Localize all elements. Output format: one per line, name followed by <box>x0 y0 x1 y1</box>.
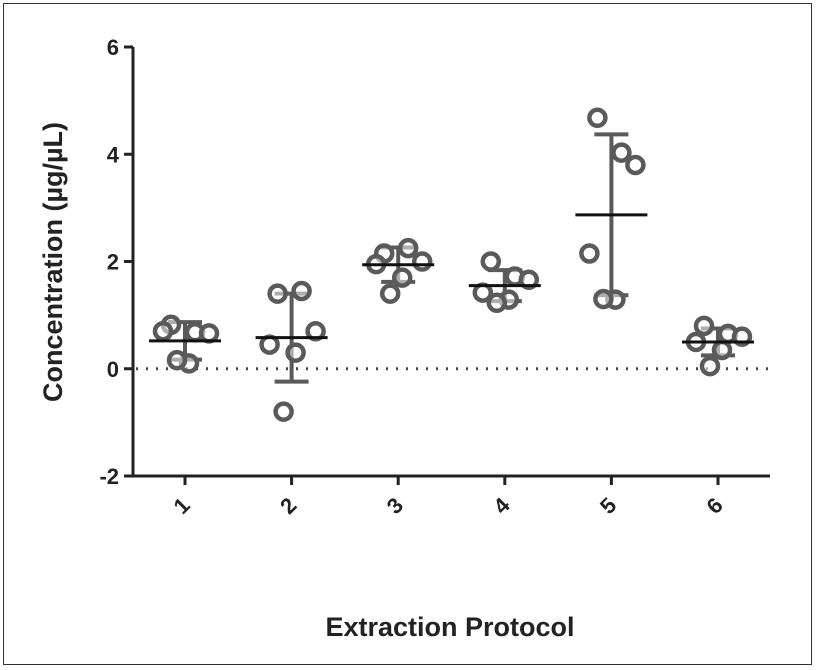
group-1 <box>149 314 221 374</box>
group-2 <box>255 280 328 422</box>
data-point <box>411 251 433 272</box>
data-point <box>518 269 540 290</box>
data-point <box>152 320 174 342</box>
data-point <box>593 288 614 310</box>
data-point <box>486 292 508 314</box>
data-point <box>291 280 312 302</box>
data-point <box>579 243 600 264</box>
data-point <box>587 107 608 129</box>
data-point <box>198 323 220 344</box>
x-tick-label: 2 <box>275 493 301 519</box>
y-tick-label: 4 <box>107 142 120 167</box>
group-3 <box>362 237 435 304</box>
x-tick-label: 3 <box>382 493 408 519</box>
x-tick-label: 6 <box>702 493 728 519</box>
data-point <box>166 349 188 371</box>
group-6 <box>682 315 754 377</box>
y-tick-label: 6 <box>107 35 119 60</box>
data-point <box>711 339 733 361</box>
group-5 <box>575 107 648 310</box>
group-4 <box>468 251 541 314</box>
data-point <box>699 355 721 377</box>
data-point <box>273 401 294 422</box>
y-tick-label: 2 <box>107 250 119 275</box>
x-tick-label: 1 <box>169 493 195 519</box>
x-axis-label: Extraction Protocol <box>325 612 574 642</box>
data-point <box>305 320 326 342</box>
data-point <box>267 283 288 304</box>
data-point <box>285 342 306 363</box>
x-tick-label: 5 <box>595 493 621 519</box>
data-point <box>379 283 401 304</box>
data-point <box>480 251 502 272</box>
data-point <box>397 237 419 259</box>
y-axis-label: Concentration (µg/µL) <box>38 122 68 402</box>
figure-frame <box>3 3 812 665</box>
data-point <box>625 154 646 176</box>
data-point <box>693 315 715 337</box>
data-point <box>391 267 413 288</box>
data-point <box>611 142 632 163</box>
x-tick-label: 4 <box>488 492 515 519</box>
y-tick-label: -2 <box>99 464 119 489</box>
y-tick-label: 0 <box>107 357 119 382</box>
